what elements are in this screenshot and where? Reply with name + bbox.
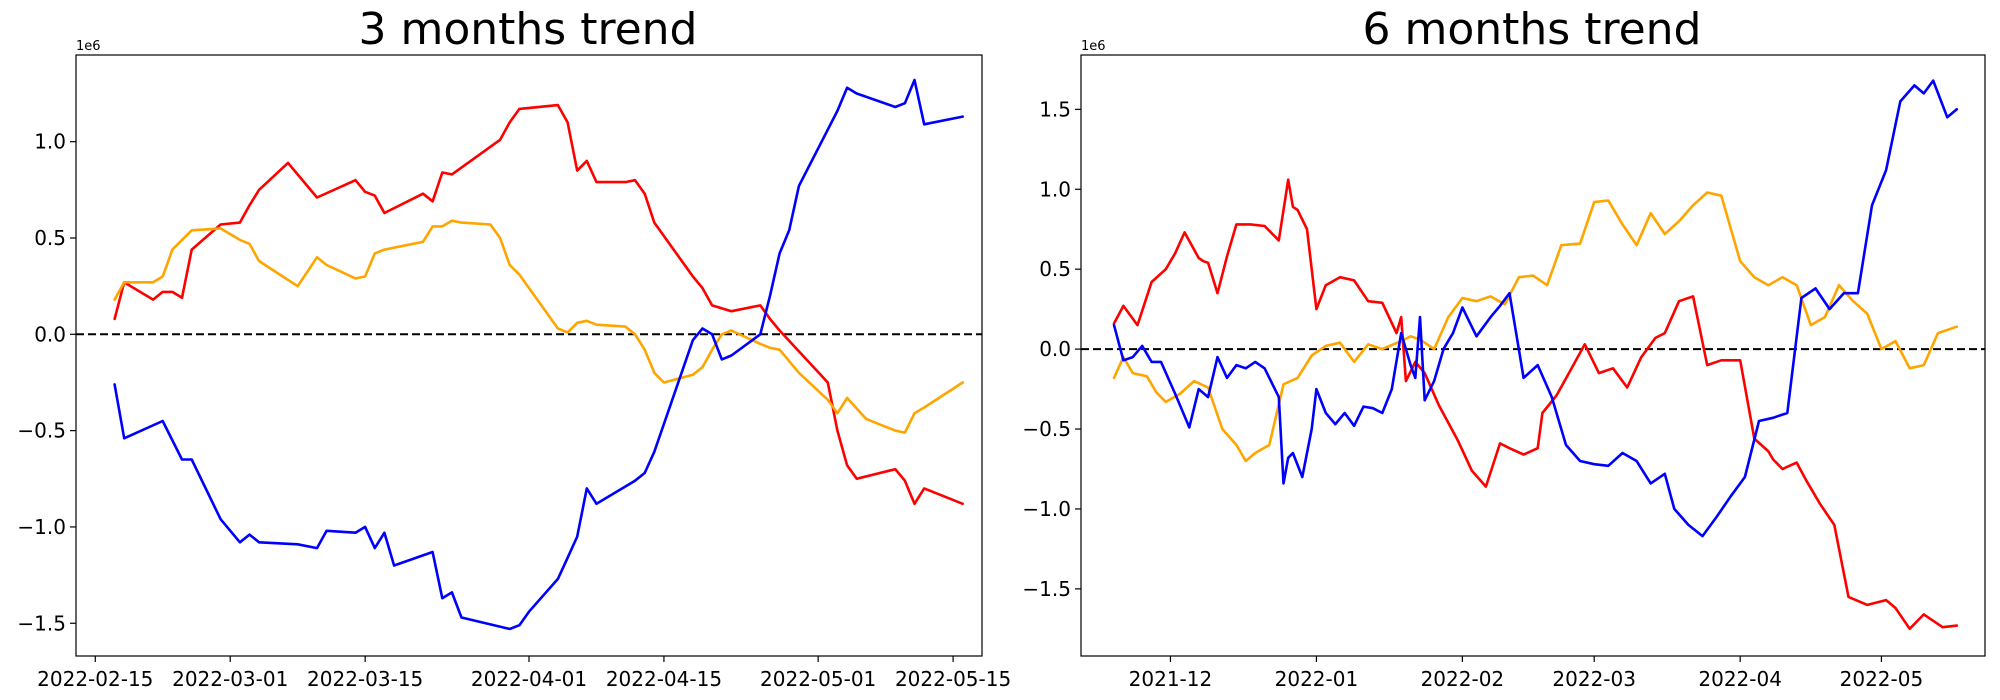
y-tick-label: −0.5: [17, 419, 66, 443]
y-multiplier-label: 1e6: [76, 39, 101, 54]
y-tick-label: −1.0: [17, 515, 66, 539]
chart-3-months: 3 months trend 1e6 −1.5 −1.0 −0.5 0.0 0.5 1.0…: [17, 4, 1011, 691]
x-tick-label: 2022-05-15: [895, 667, 1011, 691]
x-tick-label: 2022-02: [1421, 667, 1505, 691]
x-tick-label: 2022-01: [1275, 667, 1359, 691]
chart-6-months: 6 months trend 1e6 −1.5 −1.0 −0.5 0.0 0.5 1.0…: [1022, 4, 1986, 691]
y-tick-label: −1.5: [17, 611, 66, 635]
y-multiplier-label: 1e6: [1081, 39, 1106, 54]
series-line-1: [1112, 178, 1959, 631]
y-tick-label: −1.5: [1022, 577, 1071, 601]
x-tick-label: 2022-03: [1552, 667, 1636, 691]
x-tick-label: 2021-12: [1129, 667, 1213, 691]
x-tick-label: 2022-03-01: [172, 667, 288, 691]
y-tick-label: 0.5: [1039, 257, 1071, 281]
x-tick-label: 2022-04-01: [471, 667, 587, 691]
y-tick-label: −1.0: [1022, 497, 1071, 521]
y-tick-label: 0.0: [1039, 337, 1071, 361]
y-tick-label: 1.0: [1039, 177, 1071, 201]
x-tick-label: 2022-05-01: [760, 667, 876, 691]
chart-title: 6 months trend: [1363, 4, 1702, 55]
series-line-2: [1112, 191, 1959, 463]
y-tick-label: −0.5: [1022, 417, 1071, 441]
y-tick-label: 0.0: [34, 322, 66, 346]
x-tick-label: 2022-04: [1698, 667, 1782, 691]
plot-area-frame: [1080, 54, 1986, 657]
x-tick-label: 2022-03-15: [307, 667, 423, 691]
y-tick-label: 1.0: [34, 130, 66, 154]
series-line-3: [1112, 79, 1959, 538]
x-tick-label: 2022-02-15: [37, 667, 153, 691]
series-line-2: [113, 219, 965, 434]
series-line-3: [113, 78, 965, 631]
y-tick-label: 0.5: [34, 226, 66, 250]
plot-area-frame: [75, 54, 983, 657]
series-line-1: [113, 103, 965, 506]
x-tick-label: 2022-04-15: [606, 667, 722, 691]
x-tick-label: 2022-05: [1840, 667, 1924, 691]
y-tick-label: 1.5: [1039, 97, 1071, 121]
chart-title: 3 months trend: [359, 4, 698, 55]
